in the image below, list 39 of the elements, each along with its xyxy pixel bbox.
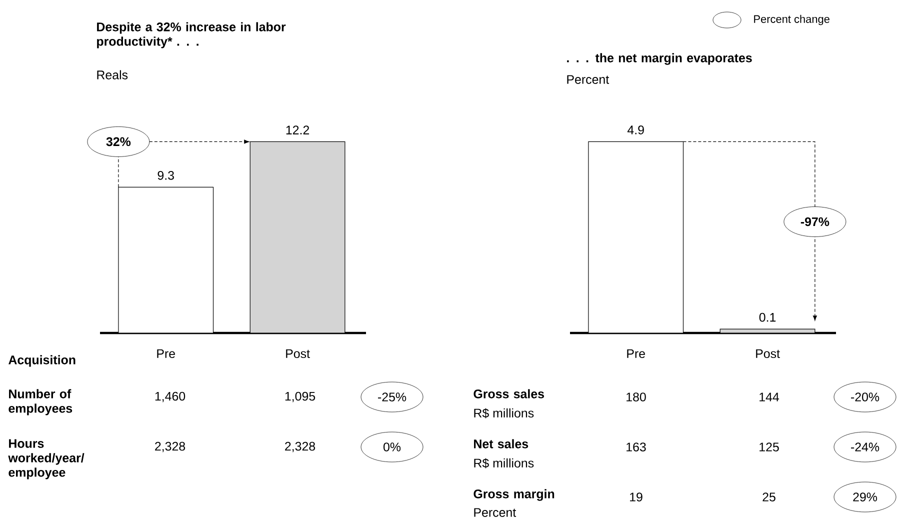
chart-title: . . . the net margin evaporates — [567, 53, 752, 65]
text: 2,328 — [155, 442, 186, 452]
text: 19 — [630, 492, 642, 502]
chart-subtitle: Reals — [97, 70, 128, 80]
x-tick-label: Post — [756, 349, 780, 358]
text: Gross margin — [474, 489, 554, 501]
text: -25% — [378, 392, 406, 402]
text: 125 — [760, 442, 779, 452]
text: -20% — [851, 392, 880, 402]
text: Gross sales — [474, 389, 544, 398]
text: Percent — [474, 508, 516, 517]
chart-subtitle: Percent — [567, 75, 610, 84]
text: 163 — [626, 442, 646, 452]
text: 1,095 — [285, 392, 316, 402]
text: R$ millions — [474, 458, 534, 468]
text: 2,328 — [285, 442, 316, 452]
annotation: 32% — [106, 137, 131, 146]
text: Net sales — [474, 439, 528, 448]
x-tick-label: Pre — [627, 349, 645, 358]
text: Acquisition — [8, 355, 76, 367]
text: Number of employees — [8, 389, 72, 416]
annotation: -97% — [800, 217, 830, 226]
text: -24% — [851, 442, 880, 452]
data-label: 4.9 — [627, 126, 644, 134]
data-label: 0.1 — [759, 312, 776, 322]
text: R$ millions — [474, 408, 534, 418]
text: Hours worked/year/ employee — [8, 439, 84, 480]
x-tick-label: Post — [286, 349, 310, 358]
text: 25 — [762, 492, 776, 502]
text: Percent change — [754, 14, 830, 26]
chart-title: Despite a 32% increase in labor productivity* . . . — [97, 22, 286, 48]
text: 180 — [626, 392, 646, 402]
x-tick-label: Pre — [157, 349, 175, 358]
text: 1,460 — [155, 392, 186, 402]
data-label: 9.3 — [158, 171, 174, 180]
data-label: 12.2 — [286, 126, 310, 134]
text: 144 — [760, 392, 780, 402]
text: 29% — [853, 492, 878, 502]
text: 0% — [383, 442, 401, 452]
